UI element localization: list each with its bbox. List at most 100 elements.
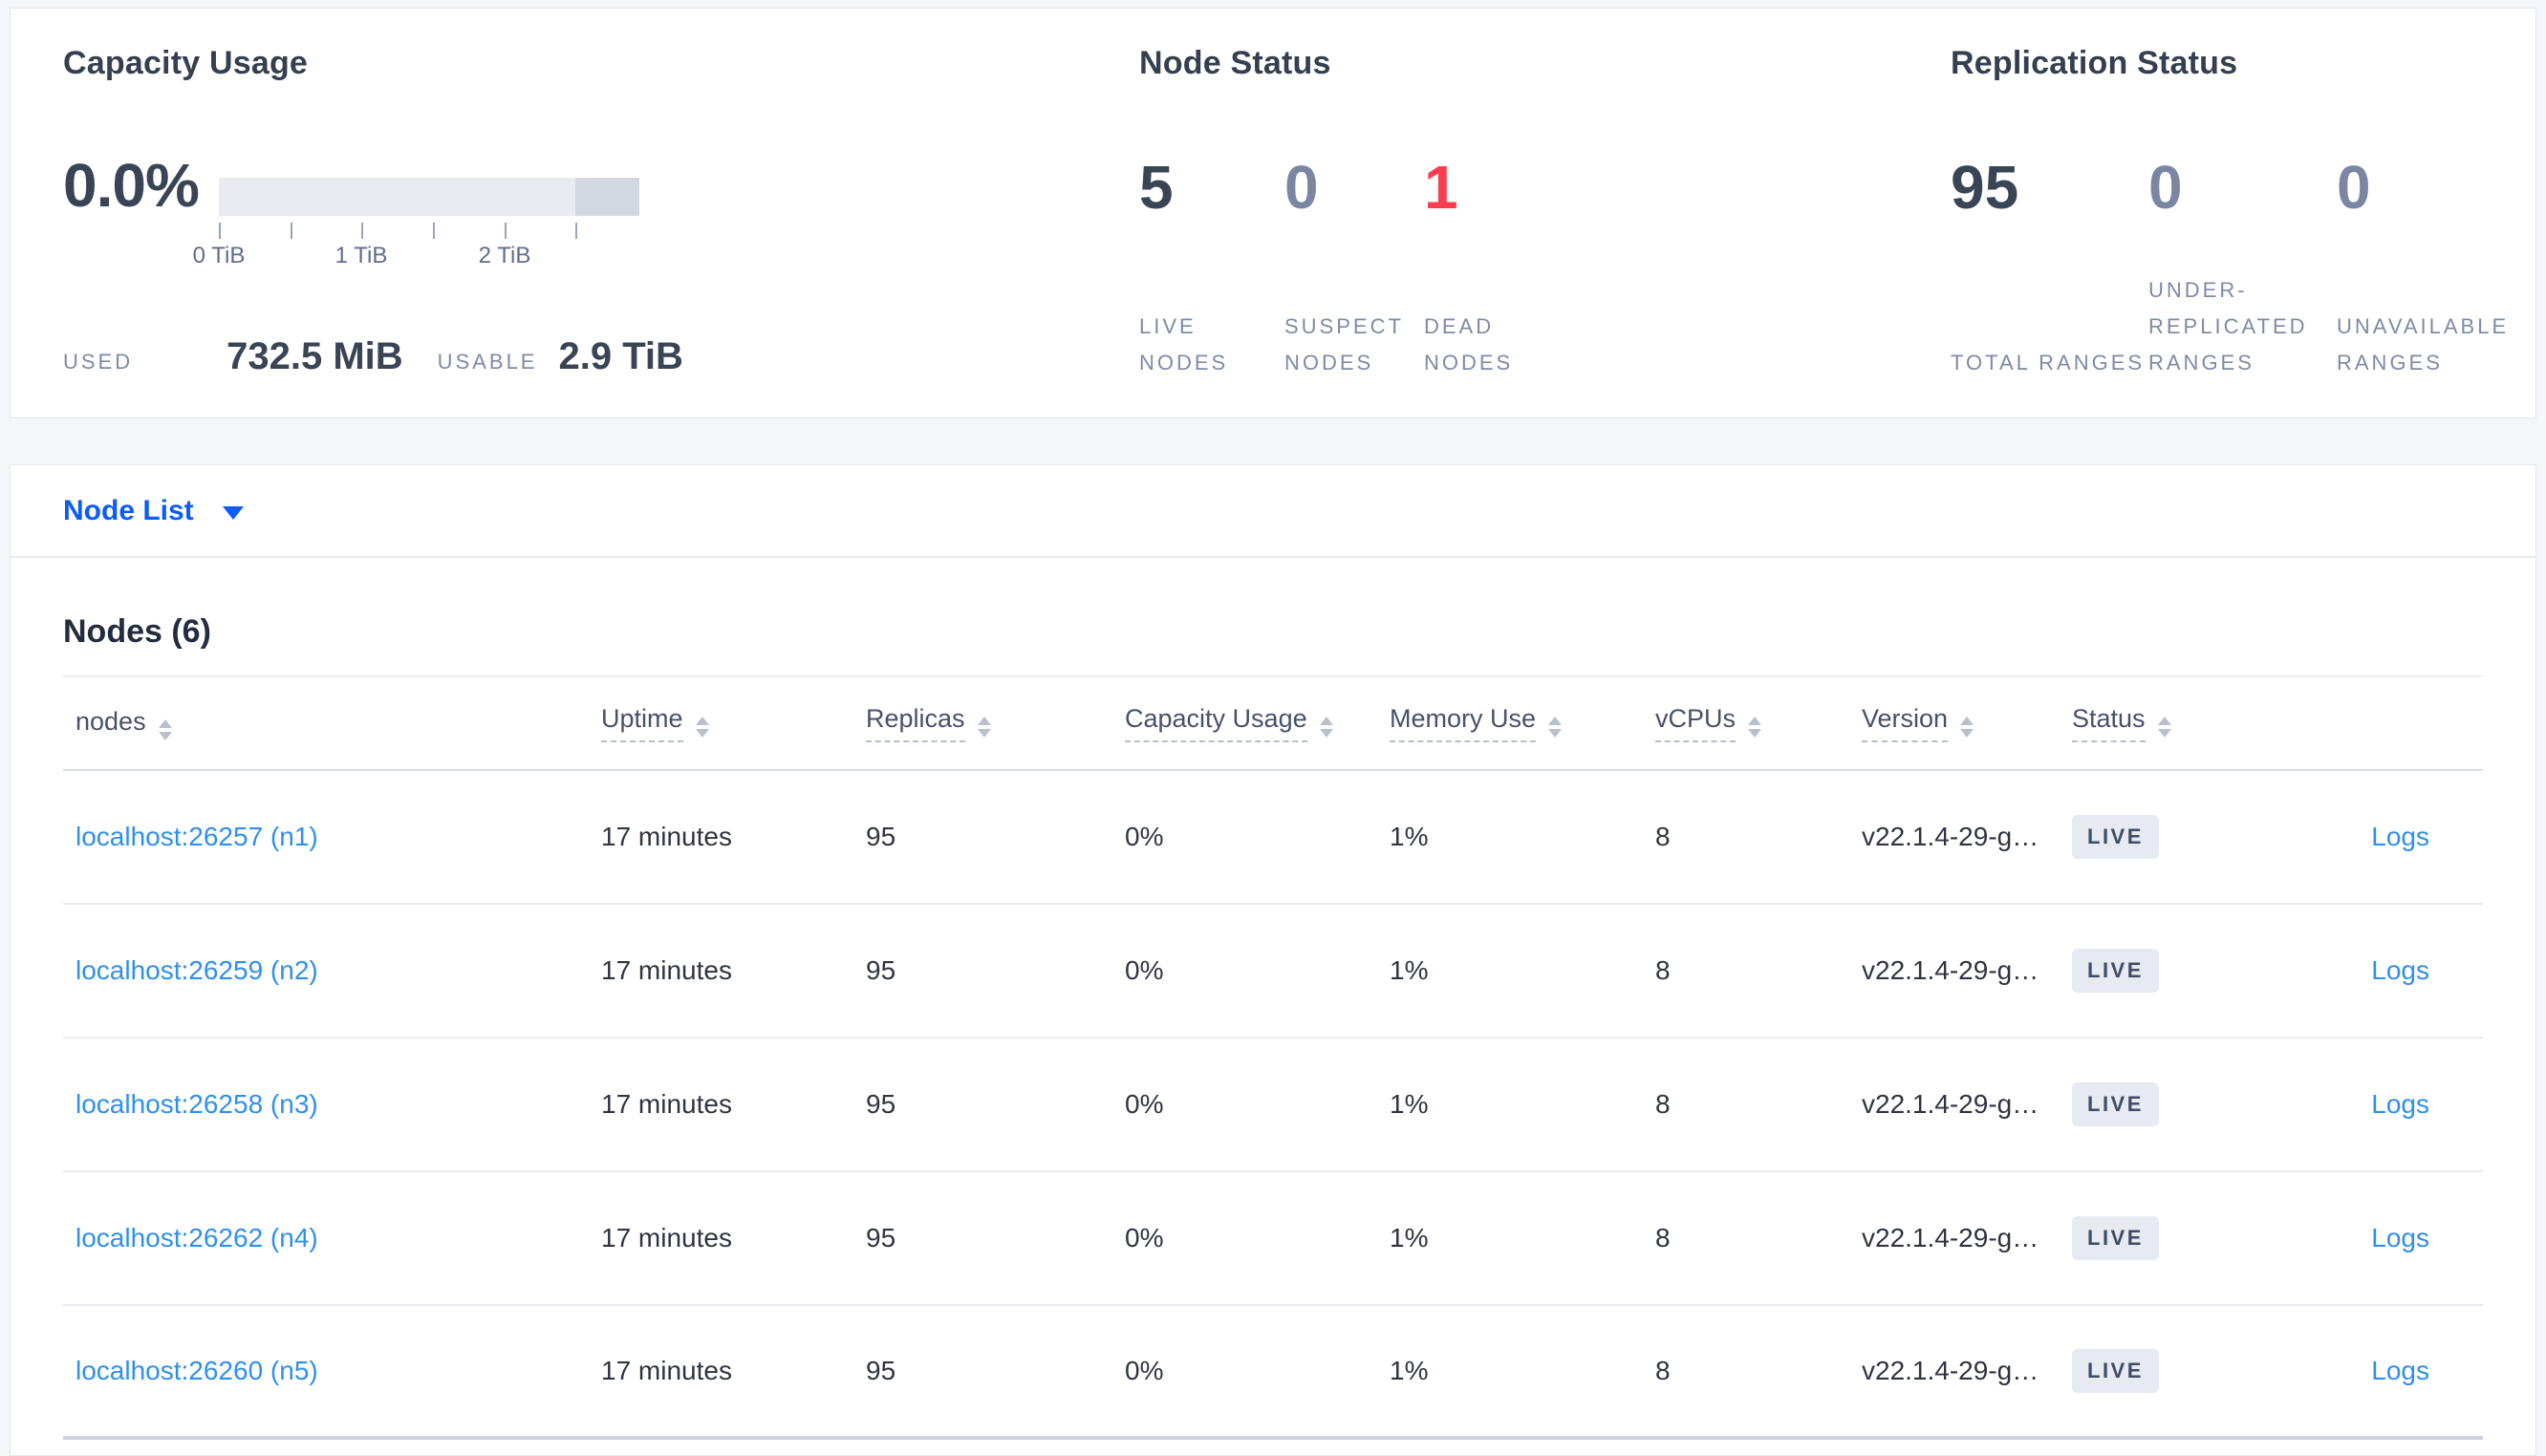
memory-use-cell: 1% [1390,822,1429,851]
status-badge: LIVE [2072,815,2159,859]
version-cell: v22.1.4-29-g… [1862,1223,2039,1253]
capacity-used-usable-row: USED 732.5 MiB USABLE 2.9 TiB [63,335,683,380]
sort-icon [1748,717,1762,738]
capacity-usage-cell: 0% [1125,1089,1164,1119]
status-badge: LIVE [2072,1349,2159,1393]
live-nodes-value: 5 [1139,153,1174,222]
node-list-card: Node List Nodes (6) nodes Uptime Replica… [10,464,2536,1456]
node-list-dropdown-label: Node List [63,494,194,526]
vcpus-cell: 8 [1655,1223,1671,1253]
usable-value: 2.9 TiB [558,335,683,377]
uptime-cell: 17 minutes [601,822,732,851]
axis-tick-label: 1 TiB [334,243,388,268]
table-row: localhost:26262 (n4) 17 minutes 95 0% 1%… [63,1172,2483,1306]
unavailable-ranges-stat: 0 UNAVAILABLE RANGES [2337,154,2546,381]
nodes-table-header-row: nodes Uptime Replicas Capacity Usage Mem… [63,675,2483,771]
sort-icon [1319,717,1333,738]
logs-link[interactable]: Logs [2371,1356,2429,1385]
column-header-vcpus[interactable]: vCPUs [1643,704,1849,742]
sort-icon [695,717,709,738]
dead-nodes-value: 1 [1424,153,1458,222]
logs-link[interactable]: Logs [2371,1089,2429,1119]
unavailable-ranges-value: 0 [2337,153,2371,222]
replicas-cell: 95 [866,1089,896,1119]
suspect-nodes-stat: 0 SUSPECT NODES [1284,154,1424,381]
node-link[interactable]: localhost:26260 (n5) [76,1356,318,1385]
node-list-dropdown[interactable]: Node List [11,465,2535,558]
axis-tick-label: 2 TiB [478,243,531,268]
total-ranges-value: 95 [1951,153,2019,222]
capacity-usage-title: Capacity Usage [63,45,309,81]
suspect-nodes-label: SUSPECT NODES [1284,314,1404,375]
capacity-usage-chart: 0.0% 0 TiB 1 TiB 2 TiB [63,152,639,269]
uptime-cell: 17 minutes [601,1089,732,1119]
cluster-summary-panel: Capacity Usage 0.0% 0 TiB 1 TiB 2 TiB [10,8,2536,418]
live-nodes-stat: 5 LIVE NODES [1139,154,1284,381]
table-row: localhost:26259 (n2) 17 minutes 95 0% 1%… [63,905,2483,1038]
total-ranges-label: TOTAL RANGES [1951,351,2146,375]
sort-icon [977,717,991,738]
usable-label: USABLE [437,350,538,374]
node-link[interactable]: localhost:26259 (n2) [76,955,318,985]
status-badge: LIVE [2072,949,2159,993]
node-link[interactable]: localhost:26257 (n1) [76,822,318,851]
capacity-usage-cell: 0% [1125,1356,1164,1385]
column-header-uptime[interactable]: Uptime [589,704,853,742]
version-cell: v22.1.4-29-g… [1862,1356,2039,1385]
replication-status-title: Replication Status [1951,45,2238,81]
under-replicated-ranges-stat: 0 UNDER-REPLICATED RANGES [2148,154,2337,381]
logs-link[interactable]: Logs [2371,1223,2429,1253]
memory-use-cell: 1% [1390,1223,1429,1253]
nodes-table: nodes Uptime Replicas Capacity Usage Mem… [63,675,2483,1440]
vcpus-cell: 8 [1655,822,1671,851]
memory-use-cell: 1% [1390,1356,1429,1385]
sort-icon [1960,717,1974,738]
column-header-memory-use[interactable]: Memory Use [1377,704,1643,742]
logs-link[interactable]: Logs [2371,822,2429,851]
under-replicated-ranges-label: UNDER-REPLICATED RANGES [2148,278,2308,375]
capacity-bar-chart: 0 TiB 1 TiB 2 TiB [193,178,639,269]
nodes-count-heading: Nodes (6) [63,613,211,650]
uptime-cell: 17 minutes [601,1356,732,1385]
sort-icon [1548,717,1563,738]
capacity-usage-cell: 0% [1125,822,1164,851]
uptime-cell: 17 minutes [601,955,732,985]
memory-use-cell: 1% [1390,1089,1429,1119]
dead-nodes-label: DEAD NODES [1424,314,1514,375]
column-header-version[interactable]: Version [1849,704,2060,742]
dead-nodes-stat: 1 DEAD NODES [1424,154,1577,381]
version-cell: v22.1.4-29-g… [1862,955,2039,985]
capacity-bar-other-segment [575,178,639,216]
capacity-usage-cell: 0% [1125,955,1164,985]
memory-use-cell: 1% [1390,955,1429,985]
logs-link[interactable]: Logs [2371,955,2429,985]
suspect-nodes-value: 0 [1284,153,1319,222]
chevron-down-icon [222,505,244,520]
vcpus-cell: 8 [1655,1356,1671,1385]
status-badge: LIVE [2072,1216,2159,1260]
total-ranges-stat: 95 TOTAL RANGES [1951,154,2148,381]
axis-tick-label: 0 TiB [192,243,246,268]
replication-status-stats: 95 TOTAL RANGES 0 UNDER-REPLICATED RANGE… [1951,154,2546,381]
column-header-status[interactable]: Status [2060,704,2270,742]
under-replicated-ranges-value: 0 [2148,153,2183,222]
column-header-nodes[interactable]: nodes [63,707,589,740]
node-status-title: Node Status [1139,45,1331,81]
node-link[interactable]: localhost:26262 (n4) [76,1223,318,1253]
replicas-cell: 95 [866,1356,896,1385]
used-label: USED [63,350,134,374]
used-value: 732.5 MiB [227,335,403,377]
replicas-cell: 95 [866,822,896,851]
column-header-replicas[interactable]: Replicas [853,704,1112,742]
capacity-axis-ticks [219,216,639,241]
replicas-cell: 95 [866,955,896,985]
sort-icon [2157,717,2171,738]
uptime-cell: 17 minutes [601,1223,732,1253]
capacity-usage-cell: 0% [1125,1223,1164,1253]
column-header-capacity-usage[interactable]: Capacity Usage [1112,704,1377,742]
node-link[interactable]: localhost:26258 (n3) [76,1089,318,1119]
table-row: localhost:26258 (n3) 17 minutes 95 0% 1%… [63,1038,2483,1172]
status-badge: LIVE [2072,1082,2159,1126]
vcpus-cell: 8 [1655,955,1671,985]
capacity-percent-value: 0.0% [63,151,200,220]
